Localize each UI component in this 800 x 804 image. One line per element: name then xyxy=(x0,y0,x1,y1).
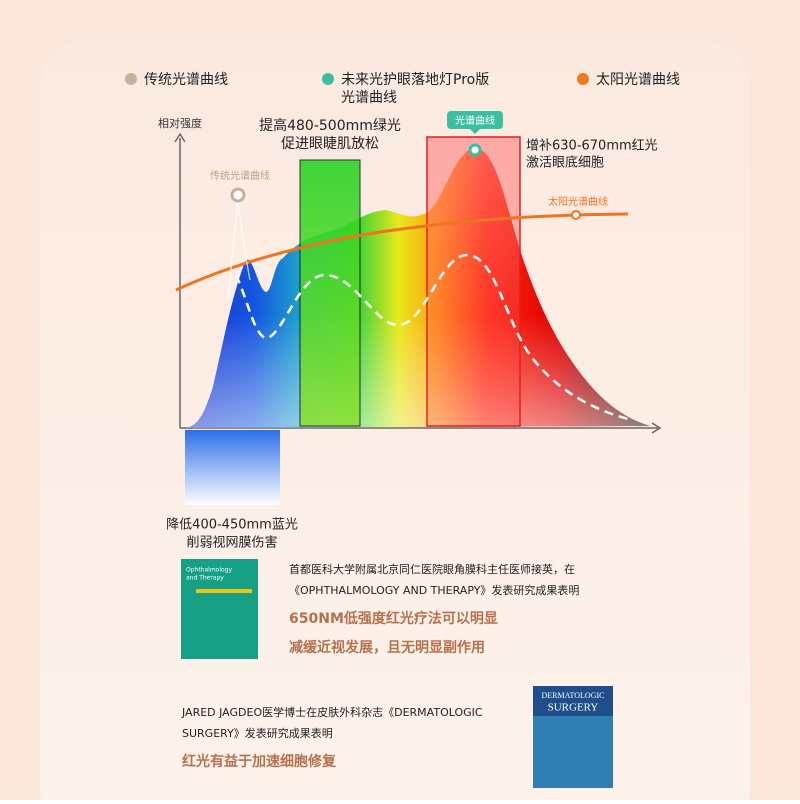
study-text: 《OPHTHALMOLOGY AND THERAPY》发表研究成果表明 xyxy=(289,583,579,597)
sun-curve xyxy=(175,212,629,292)
legend-dot xyxy=(125,73,137,85)
tag xyxy=(447,111,503,129)
cover-stripe xyxy=(196,589,252,593)
tag-pointer xyxy=(470,129,480,134)
legend-dot xyxy=(322,73,334,85)
cover-title: SURGERY xyxy=(548,702,599,714)
study-text: SURGERY》发表研究成果表明 xyxy=(182,726,333,740)
note: 促进眼睫肌放松 xyxy=(281,136,379,152)
arrow xyxy=(651,422,662,434)
tag-label: 传统光谱曲线 xyxy=(210,169,270,182)
axis-label: 相对强度 xyxy=(158,116,202,130)
dashed-curve xyxy=(234,253,633,422)
study-text: 首都医科大学附属北京同仁医院眼角膜科主任医师接英，在 xyxy=(289,562,575,576)
journal-cover xyxy=(181,559,258,659)
tag-label: 光谱曲线 xyxy=(455,114,495,127)
blue-band xyxy=(185,430,280,505)
legend-label: 未来光护眼落地灯Pro版 xyxy=(341,72,489,88)
note: 增补630-670mm红光 xyxy=(526,138,658,154)
red-band xyxy=(426,136,521,427)
legend-dot xyxy=(577,73,589,85)
green-band xyxy=(299,159,361,427)
cover-title: DERMATOLOGIC xyxy=(542,691,605,700)
note: 削弱视网膜伤害 xyxy=(186,535,277,551)
note: 提高480-500mm绿光 xyxy=(259,117,401,134)
study-highlight: 红光有益于加速细胞修复 xyxy=(182,753,337,770)
legend-label: 光谱曲线 xyxy=(341,90,397,106)
marker xyxy=(468,143,482,157)
legend-label: 传统光谱曲线 xyxy=(144,72,228,88)
note: 降低400-450mm蓝光 xyxy=(166,518,298,533)
note: 激活眼底细胞 xyxy=(526,155,604,171)
cover-title: Ophthalmology xyxy=(186,567,232,574)
cover-header xyxy=(533,686,613,716)
marker xyxy=(230,187,246,203)
marker xyxy=(571,210,581,220)
study-highlight: 650NM低强度红光疗法可以明显 xyxy=(289,610,498,627)
legend-label: 太阳光谱曲线 xyxy=(596,72,680,88)
arrow xyxy=(174,132,186,143)
tag-label: 太阳光谱曲线 xyxy=(548,195,608,208)
cover-title: and Therapy xyxy=(186,575,224,582)
study-text: JARED JAGDEO医学博士在皮肤外科杂志《DERMATOLOGIC xyxy=(181,705,483,719)
study-highlight: 减缓近视发展，且无明显副作用 xyxy=(289,639,485,656)
